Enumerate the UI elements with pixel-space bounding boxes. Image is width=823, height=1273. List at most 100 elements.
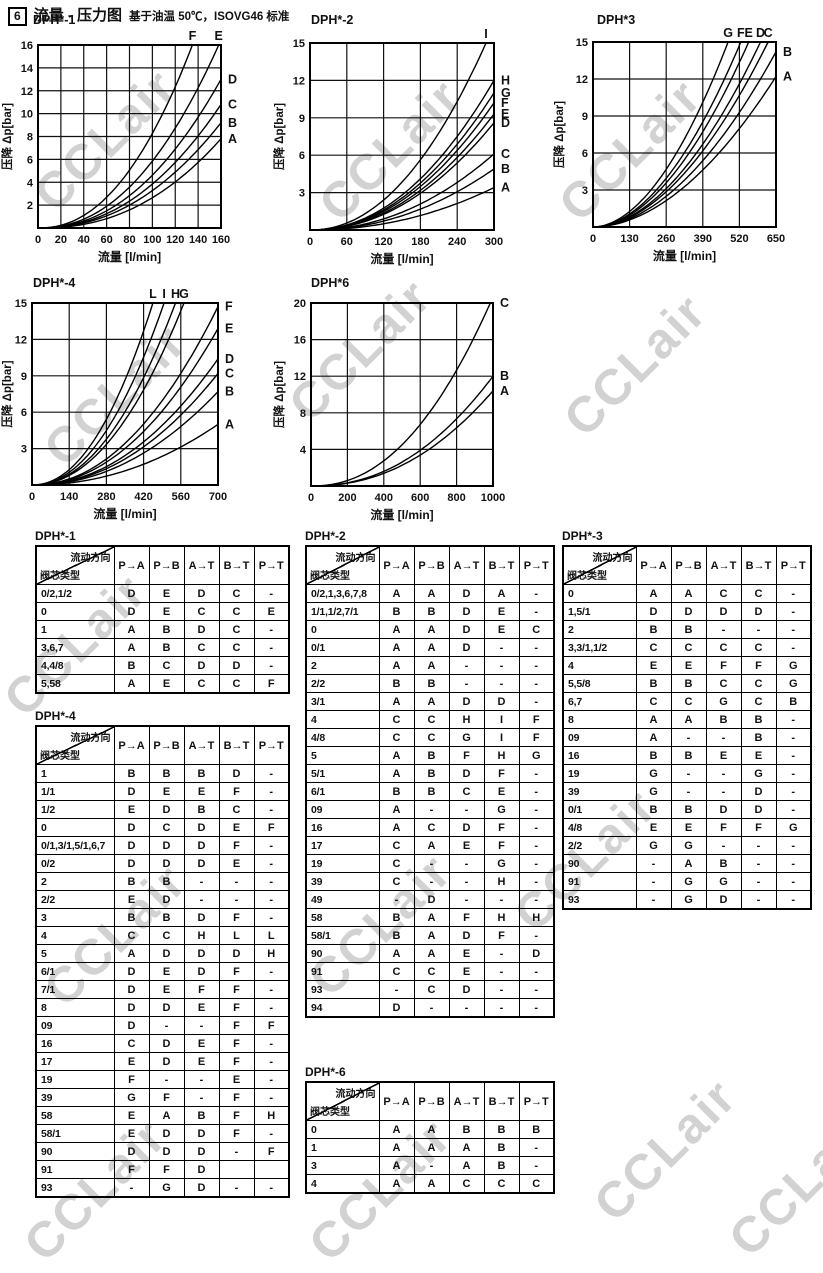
spool-type-cell: 4 [305,1174,380,1194]
column-header: P→B [413,1081,450,1121]
value-cell: G [448,728,485,747]
table-row: 39 G F - F - [35,1088,290,1107]
diagonal-header-cell: 流动方向 阀芯类型 [562,545,637,585]
value-cell: D [183,908,220,927]
svg-text:6: 6 [27,154,33,166]
spool-type-cell: 8 [562,710,637,729]
value-cell: F [218,782,255,801]
svg-text:520: 520 [730,233,748,245]
spool-type-cell: 49 [305,890,380,909]
value-cell: C [670,692,707,711]
curve-label-E: E [215,29,223,43]
value-cell: F [483,926,520,945]
plot-border [592,41,777,228]
svg-text:2: 2 [27,200,33,212]
spool-type-cell: 39 [562,782,637,801]
value-cell: H [253,1106,290,1125]
table-header-row: 流动方向 阀芯类型 P→A P→B A→T B→T P→T [35,725,290,765]
spool-type-cell: 5,5/8 [562,674,637,693]
table-row: 0/2,1,3,6,7,8 A A D A - [305,584,555,603]
table-row: 58/1 B A D F - [305,926,555,945]
spool-type-cell: 3 [305,1156,380,1175]
value-cell: - [483,638,520,657]
value-cell: - [448,854,485,873]
svg-text:16: 16 [294,335,306,347]
value-cell: B [775,692,812,711]
value-cell: C [740,638,777,657]
flow-direction-table: 流动方向 阀芯类型 P→A P→B A→T B→T P→T 0 A A C C -1,5/1 D D D D -2… [562,545,812,910]
value-cell: D [448,584,485,603]
value-cell: B [740,728,777,747]
curve-label-D: D [501,116,510,130]
value-cell: B [448,1120,485,1139]
spool-type-cell: 4 [562,656,637,675]
value-cell: B [670,746,707,765]
value-cell: - [183,1016,220,1035]
curve-D [32,358,219,486]
curve-C [32,372,219,486]
curve-label-B: B [501,162,510,176]
spool-type-cell: 3/1 [305,692,380,711]
value-cell: F [483,818,520,837]
flow-direction-table: 流动方向 阀芯类型 P→A P→B A→T B→T P→T 1 B B B D -1/1 D E E F -1/2… [35,725,290,1198]
value-cell: G [148,1178,185,1198]
value-cell: B [413,746,450,765]
value-cell: G [518,746,555,765]
table-row: 49- D - - - [305,890,555,909]
curve-label-G: G [723,26,733,40]
value-cell: G [705,872,742,891]
svg-text:0: 0 [590,233,596,245]
chart-dph2: 0 60 120 180 240 300 3 6 9 12 15 流量 [l/min] 压降 Δp[ba… [272,27,511,266]
corner-label-spool-type: 阀芯类型 [310,571,350,582]
curve-F [38,44,194,229]
spool-type-cell: 2 [305,656,380,675]
spool-type-cell: 58/1 [35,1124,115,1143]
value-cell: F [148,1088,185,1107]
y-axis-label: 压降 Δp[bar] [0,360,14,427]
chart-title-dph4: DPH*-4 [33,276,76,290]
value-cell: E [448,944,485,963]
value-cell: A [378,818,415,837]
curve-B [32,391,219,486]
svg-text:400: 400 [375,492,393,504]
spool-type-cell: 09 [305,800,380,819]
grid-lines [311,303,493,486]
value-cell: - [253,854,290,873]
spool-type-cell: 16 [305,818,380,837]
value-cell: - [518,656,555,675]
value-cell: E [635,656,672,675]
value-cell: - [518,890,555,909]
corner-label-flow-direction: 流动方向 [335,553,376,564]
value-cell: F [218,1052,255,1071]
value-cell: - [413,998,450,1018]
column-header: A→T [705,545,742,585]
table-row: 93- G D - - [35,1178,290,1198]
spool-type-cell: 0/1 [562,800,637,819]
value-cell: - [705,782,742,801]
table-row: 91 C C E - - [305,962,555,981]
curve-label-L: L [149,287,157,301]
value-cell: D [448,620,485,639]
value-cell: D [113,584,150,603]
svg-text:12: 12 [294,371,306,383]
table-row: 6/1 D E D F - [35,962,290,981]
value-cell: C [635,692,672,711]
curve-label-C: C [225,366,234,380]
value-cell: - [518,1156,555,1175]
spool-type-cell: 16 [35,1034,115,1053]
value-cell: B [483,1120,520,1139]
tick-labels: 0 140 280 420 560 700 3 6 9 12 15 [15,298,227,503]
value-cell: E [670,656,707,675]
table-row: 16 A C D F - [305,818,555,837]
svg-text:0: 0 [29,491,35,503]
value-cell: F [253,674,290,694]
curve-label-C: C [501,147,510,161]
table-row: 3,3/1,1/2 C C C C - [562,638,812,657]
table-row: 19 G - - G - [562,764,812,783]
curve-label-E: E [745,26,753,40]
value-cell: A [378,1120,415,1139]
